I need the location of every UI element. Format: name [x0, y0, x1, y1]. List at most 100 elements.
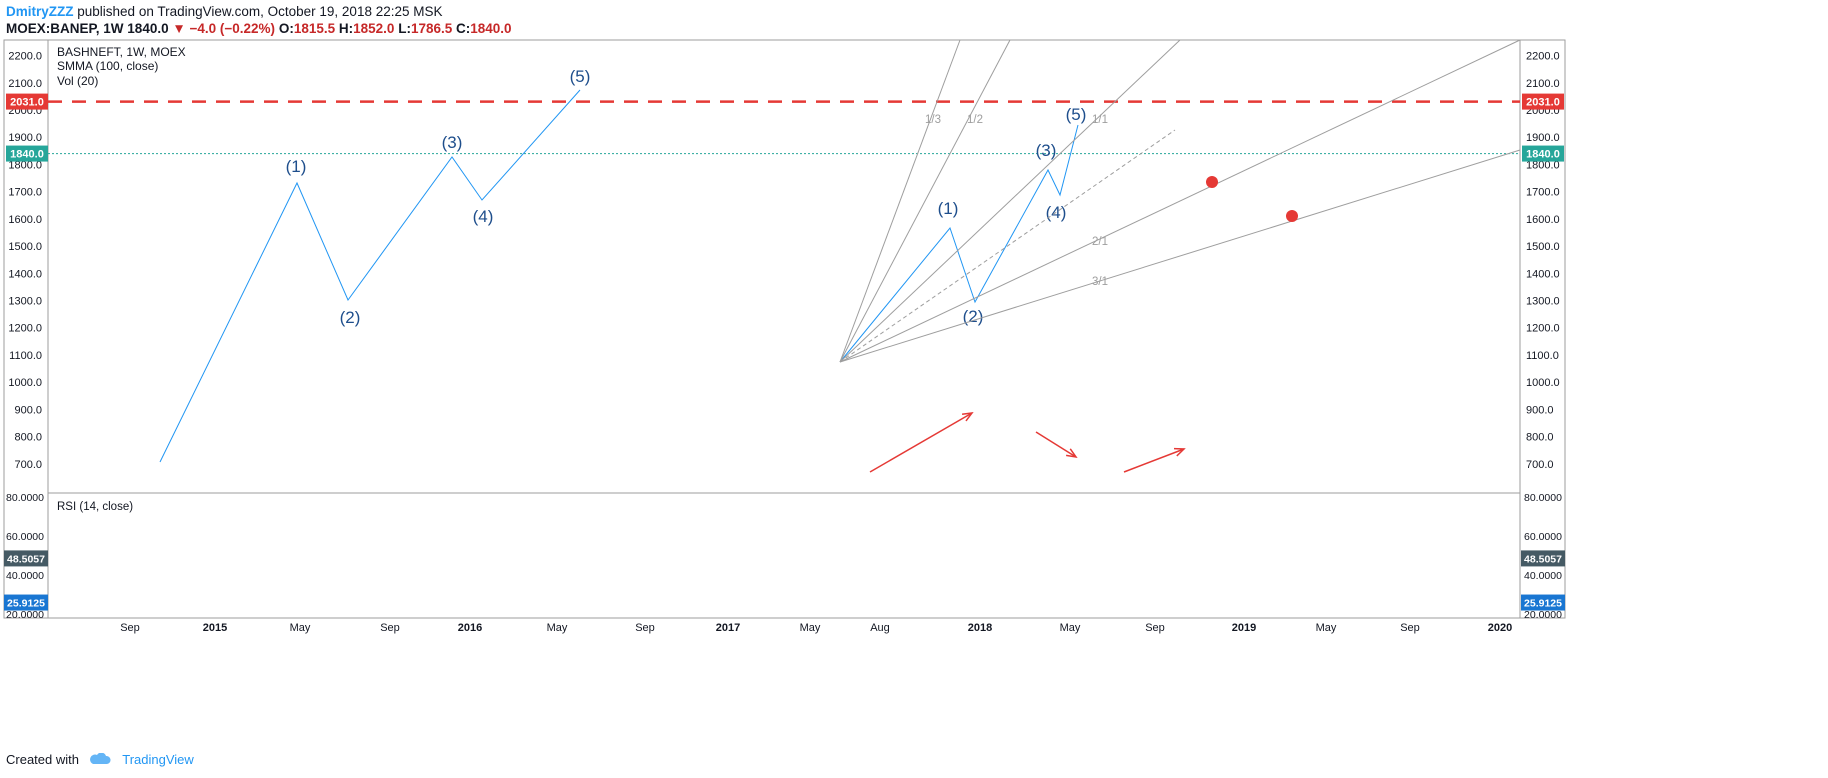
down-arrow-icon: ▼ — [172, 21, 186, 36]
arrow-head-icon — [1066, 448, 1078, 459]
wave-label: (2) — [963, 307, 984, 326]
target-marker-icon — [1286, 210, 1298, 222]
left-axis-frame — [3, 39, 49, 619]
rsi-tick-left: 60.0000 — [6, 531, 44, 543]
publish-text: published on TradingView.com, October 19… — [77, 4, 443, 19]
wave-label: (4) — [473, 207, 494, 226]
rsi-tick-right: 20.0000 — [1524, 609, 1562, 621]
x-tick: Sep — [1145, 622, 1165, 634]
gann-fan-label: 3/1 — [1092, 276, 1108, 288]
x-tick: May — [547, 622, 568, 634]
y-tick-left: 800.0 — [14, 432, 42, 444]
gann-fan-line — [839, 39, 1181, 363]
y-tick-right: 1800.0 — [1526, 159, 1560, 171]
x-tick: 2019 — [1232, 622, 1256, 634]
gann-fan-line — [839, 149, 1521, 363]
gann-fan-label: 2/1 — [1092, 236, 1108, 248]
volume-trend-arrow — [1123, 448, 1185, 473]
volume-trend-arrow — [1035, 431, 1077, 458]
symbol-name: MOEX:BANEP, 1W — [6, 21, 124, 36]
open-label: O: — [278, 21, 294, 36]
x-tick: Sep — [1400, 622, 1420, 634]
y-tick-left: 2200.0 — [8, 51, 42, 63]
price-tag-right-bg — [1522, 145, 1564, 162]
y-tick-right: 700.0 — [1526, 459, 1554, 471]
tradingview-link[interactable]: TradingView — [122, 752, 194, 767]
right-axis-frame — [1519, 39, 1566, 619]
x-tick: 2020 — [1488, 622, 1512, 634]
main-frame — [47, 39, 1521, 494]
volume-trend-arrow — [869, 412, 973, 473]
y-tick-left: 700.0 — [14, 459, 42, 471]
rsi-value-tag-right: 48.5057 — [1524, 553, 1562, 565]
rsi-frame — [47, 492, 1521, 619]
y-tick-left: 1000.0 — [8, 377, 42, 389]
low-value: 1786.5 — [410, 21, 453, 36]
x-tick: 2015 — [203, 622, 227, 634]
gann-fan-line — [839, 39, 961, 363]
x-tick: May — [800, 622, 821, 634]
rsi-low-tag-right-bg — [1521, 594, 1565, 611]
y-tick-right: 1700.0 — [1526, 187, 1560, 199]
target-marker-icon — [1206, 176, 1218, 188]
x-tick: 2017 — [716, 622, 740, 634]
price-tag-left-bg — [6, 145, 48, 162]
y-tick-left: 1900.0 — [8, 132, 42, 144]
legend-volume: Vol (20) — [57, 74, 98, 88]
last-price: 1840.0 — [127, 21, 169, 36]
y-tick-right: 900.0 — [1526, 404, 1554, 416]
y-tick-right: 1600.0 — [1526, 214, 1560, 226]
x-tick: Sep — [120, 622, 140, 634]
wave-label: (1) — [938, 199, 959, 218]
y-tick-left: 1600.0 — [8, 214, 42, 226]
high-value: 1852.0 — [353, 21, 395, 36]
gann-fan-label: 1/1 — [1092, 114, 1108, 126]
gann-fan-line — [839, 39, 1011, 363]
elliott-wave-line-1 — [159, 89, 581, 463]
x-tick: Sep — [380, 622, 400, 634]
rsi-value-tag-left-bg — [4, 550, 48, 567]
high-label: H: — [338, 21, 354, 36]
overlay: (1)(2)(3)(4)(5)(1)(2)(3)(4)(5)1/31/21/12… — [48, 39, 1521, 513]
wave-label: (5) — [1066, 105, 1087, 124]
y-tick-right: 1900.0 — [1526, 132, 1560, 144]
gann-fan-line — [839, 39, 1521, 363]
author-link[interactable]: DmitryZZZ — [6, 4, 74, 19]
y-tick-left: 1100.0 — [9, 350, 42, 362]
rsi-tick-left: 40.0000 — [6, 570, 44, 582]
gann-fan-label: 1/2 — [967, 114, 983, 126]
close-label: C: — [456, 21, 471, 36]
y-tick-right: 2200.0 — [1526, 51, 1560, 63]
x-tick: Aug — [870, 622, 890, 634]
arrow-head-icon — [961, 412, 974, 422]
y-tick-right: 2100.0 — [1526, 78, 1560, 90]
x-tick: May — [290, 622, 311, 634]
elliott-wave-line-2 — [839, 124, 1079, 363]
y-tick-left: 1400.0 — [8, 268, 42, 280]
y-tick-right: 1400.0 — [1526, 268, 1560, 280]
low-label: L: — [398, 21, 411, 36]
wave-label: (2) — [340, 308, 361, 327]
rsi-low-tag-left: 25.9125 — [7, 598, 45, 610]
resistance-tag-left: 2031.0 — [10, 97, 44, 109]
rsi-low-tag-left-bg — [4, 594, 48, 611]
y-tick-left: 1700.0 — [8, 187, 42, 199]
x-tick: May — [1060, 622, 1081, 634]
rsi-tick-right: 60.0000 — [1524, 531, 1562, 543]
y-tick-left: 2100.0 — [8, 78, 42, 90]
y-tick-right: 1200.0 — [1526, 323, 1560, 335]
wave-label: (3) — [1036, 141, 1057, 160]
y-tick-left: 900.0 — [14, 404, 42, 416]
price-change: −4.0 (−0.22%) — [189, 21, 276, 36]
rsi-low-tag-right: 25.9125 — [1524, 598, 1562, 610]
y-tick-left: 1500.0 — [8, 241, 42, 253]
legend-title: BASHNEFT, 1W, MOEX — [57, 45, 186, 59]
open-value: 1815.5 — [293, 21, 336, 36]
resistance-tag-right: 2031.0 — [1526, 97, 1560, 109]
rsi-tick-right: 40.0000 — [1524, 570, 1562, 582]
symbol-info: MOEX:BANEP, 1W 1840.0 ▼ −4.0 (−0.22%) O:… — [6, 21, 512, 37]
y-tick-left: 1800.0 — [8, 159, 42, 171]
price-tag-right: 1840.0 — [1526, 149, 1560, 161]
